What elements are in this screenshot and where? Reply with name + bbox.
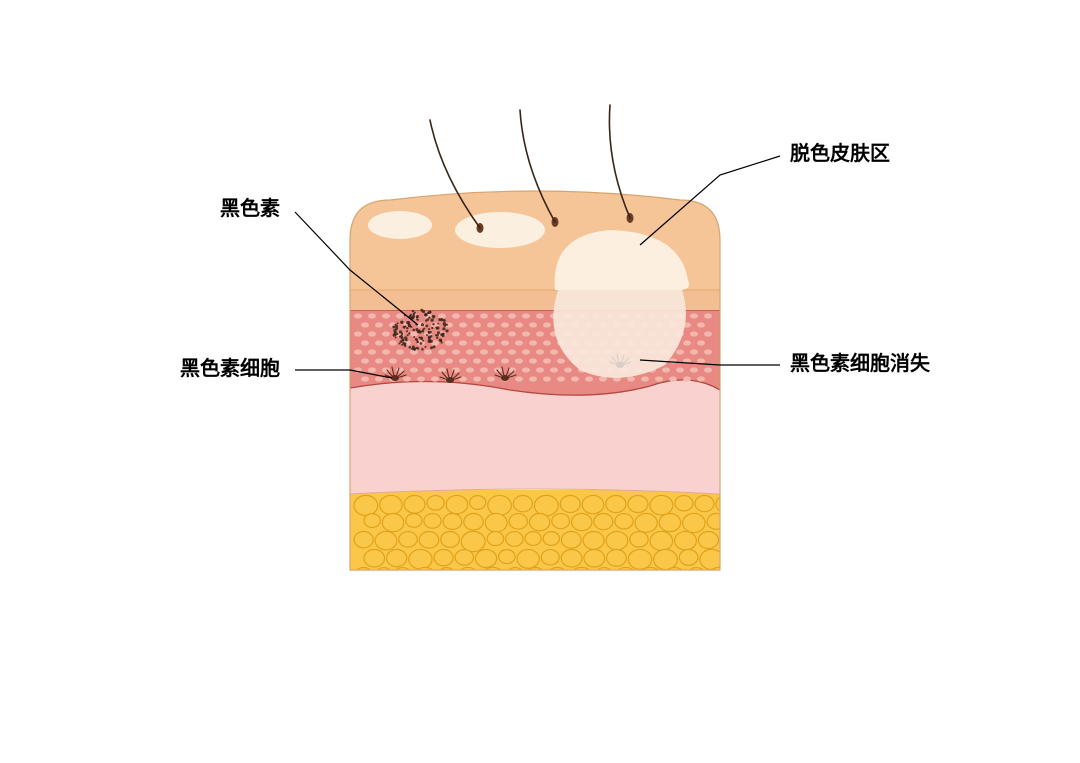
depigmented-patch: [368, 211, 432, 239]
depigmented-patch: [455, 212, 545, 248]
label-depigmented_area: 脱色皮肤区: [790, 141, 890, 165]
label-melanocyte: 黑色素细胞: [180, 356, 280, 380]
label-melanin: 黑色素: [220, 196, 280, 220]
skin-cross-section-diagram: 黑色素黑色素细胞 脱色皮肤区黑色素细胞消失: [0, 0, 1080, 763]
lower-dermis-layer: [350, 380, 720, 494]
label-melanocyte_loss: 黑色素细胞消失: [790, 351, 931, 375]
skin-block: [350, 191, 736, 588]
